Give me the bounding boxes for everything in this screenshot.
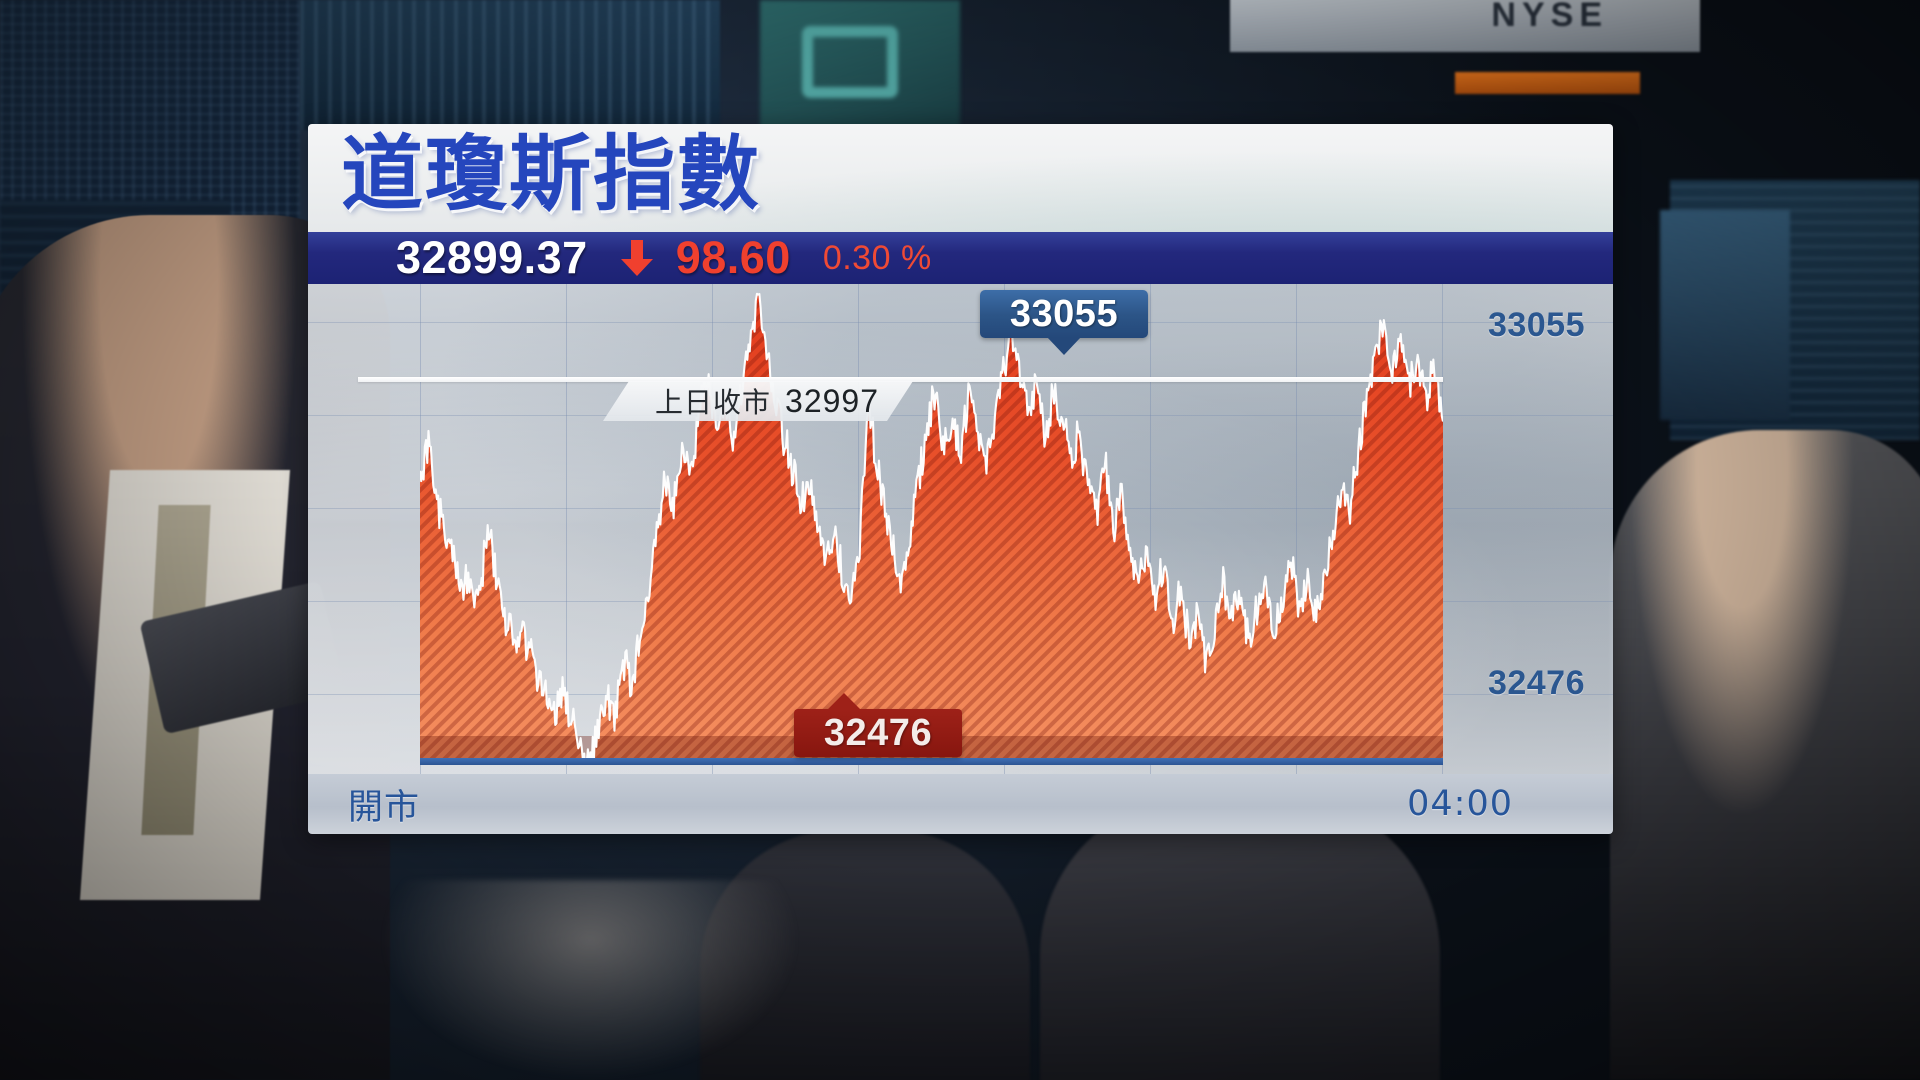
market-open-label: 開市 xyxy=(348,787,421,828)
market-time-label: 04:00 xyxy=(1407,784,1513,824)
index-change-percent: 0.30 % xyxy=(822,238,932,277)
chart-baseline-bar xyxy=(420,758,1443,765)
previous-close-label: 上日收市 xyxy=(655,386,772,419)
session-low-value: 32476 xyxy=(823,711,933,754)
index-area-series xyxy=(420,284,1443,762)
down-arrow-icon xyxy=(620,240,654,276)
quote-bar: 32899.37 98.60 0.30 % xyxy=(308,232,1613,284)
panel-title-bar: 道瓊斯指數 xyxy=(308,124,1613,242)
panel-footer: 開市 04:00 xyxy=(308,774,1613,834)
stock-index-graphic-panel: 道瓊斯指數 32899.37 98.60 0.30 % xyxy=(308,124,1613,834)
previous-close-value: 32997 xyxy=(785,382,879,419)
index-change-value: 98.60 xyxy=(675,232,791,283)
session-high-value: 33055 xyxy=(1009,292,1119,335)
session-high-badge: 33055 xyxy=(980,290,1148,338)
axis-label-high: 33055 xyxy=(1487,306,1585,344)
index-last-value: 32899.37 xyxy=(396,232,588,283)
intraday-chart: 上日收市 32997 33055 32476 33055 32476 xyxy=(308,284,1613,774)
axis-label-low: 32476 xyxy=(1487,664,1585,702)
session-low-badge: 32476 xyxy=(794,709,962,757)
page-title: 道瓊斯指數 xyxy=(341,127,762,222)
previous-close-line xyxy=(358,377,1443,382)
previous-close-banner: 上日收市 32997 xyxy=(603,381,913,421)
